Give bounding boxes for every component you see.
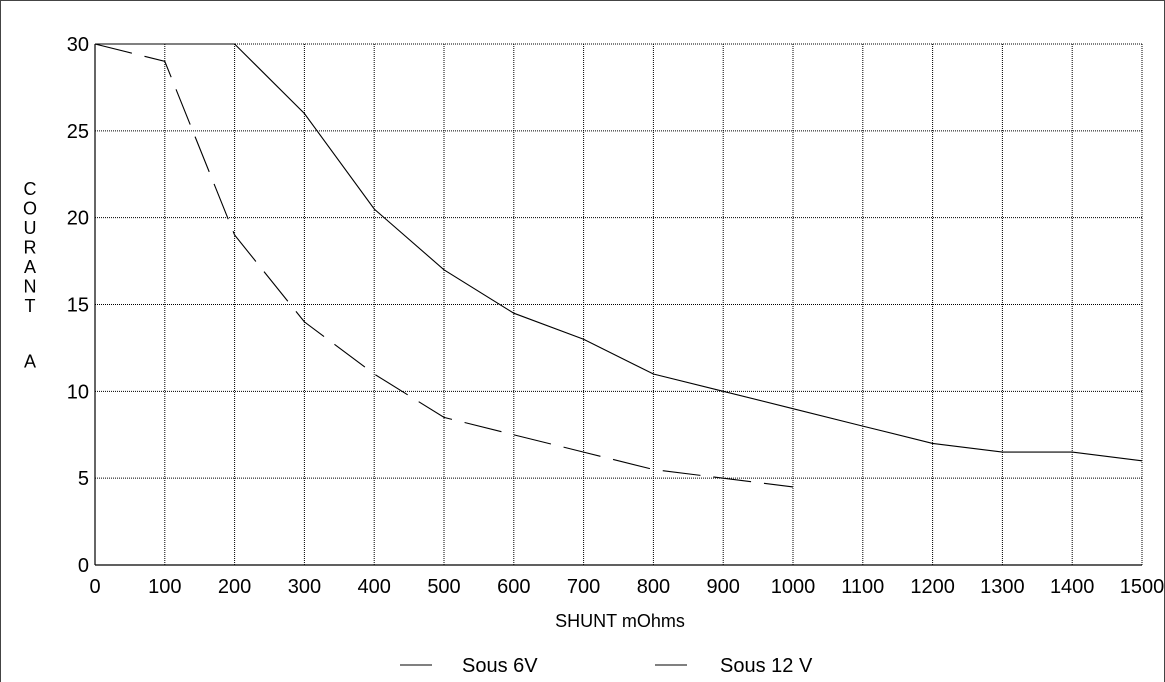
x-tick-label: 500 <box>427 576 460 598</box>
x-tick-label: 1300 <box>980 576 1025 598</box>
y-axis-title-letter: O <box>23 199 37 219</box>
x-tick-label: 300 <box>288 576 321 598</box>
x-tick-label: 0 <box>89 576 100 598</box>
y-tick-label: 10 <box>67 381 89 403</box>
y-tick-label: 15 <box>67 295 89 317</box>
axes <box>94 44 1142 566</box>
y-tick-label: 0 <box>78 555 89 577</box>
x-tick-label: 1200 <box>910 576 955 598</box>
x-tick-label: 700 <box>567 576 600 598</box>
x-tick-label: 1500 <box>1120 576 1165 598</box>
x-tick-label: 1100 <box>841 576 884 598</box>
y-tick-label: 25 <box>67 121 89 143</box>
x-tick-label: 900 <box>707 576 740 598</box>
x-tick-label: 100 <box>148 576 181 598</box>
y-axis-title-letter: N <box>24 277 37 297</box>
y-tick-label: 5 <box>78 468 89 490</box>
legend-label-sous-12v: Sous 12 V <box>720 655 813 677</box>
y-axis-title-letter: A <box>24 257 36 277</box>
y-tick-label: 20 <box>67 208 89 230</box>
series-line-sous-12v <box>95 43 1143 462</box>
y-axis-title-letter: U <box>24 218 37 238</box>
x-tick-labels: 0 100 200 300 400 500 600 700 800 900 1000 1100 1200… <box>89 576 1164 598</box>
grid <box>95 43 1143 565</box>
y-tick-labels: 0 5 10 15 20 25 30 <box>67 34 89 577</box>
y-axis-title-letter: R <box>24 238 37 258</box>
x-tick-label: 600 <box>497 576 530 598</box>
series-lines <box>94 43 1143 488</box>
x-tick-label: 1400 <box>1050 576 1095 598</box>
x-tick-label: 1000 <box>771 576 816 598</box>
x-axis-title: SHUNT mOhms <box>555 611 685 631</box>
y-axis-title-letter: A <box>24 352 36 372</box>
legend: Sous 6V Sous 12 V <box>400 655 813 677</box>
y-axis-title-letter: T <box>25 296 36 316</box>
x-tick-label: 800 <box>637 576 670 598</box>
y-axis-title-letter: C <box>24 179 37 199</box>
x-tick-label: 200 <box>218 576 251 598</box>
x-tick-label: 400 <box>358 576 391 598</box>
series-line-sous-6v <box>94 43 794 488</box>
y-tick-label: 30 <box>67 34 89 56</box>
legend-label-sous-6v: Sous 6V <box>462 655 538 677</box>
